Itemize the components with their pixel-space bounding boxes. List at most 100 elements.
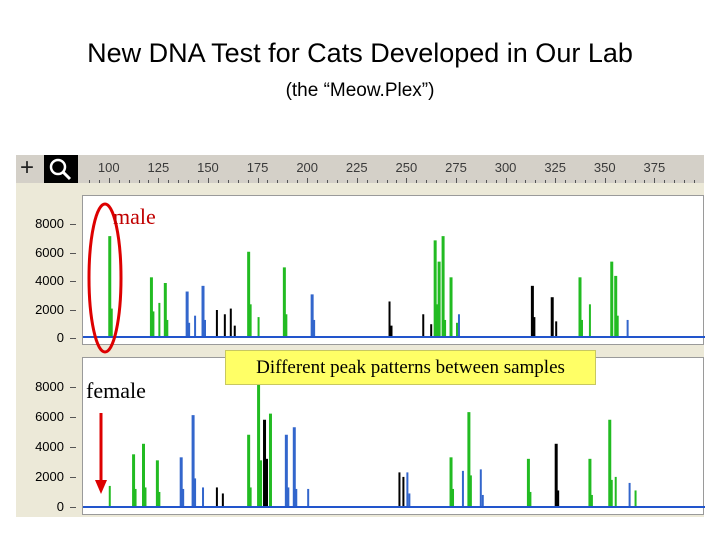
trace-plot (83, 376, 705, 508)
magnifier-icon[interactable] (44, 155, 78, 183)
ruler-label: 275 (445, 160, 467, 175)
ruler-tick (336, 180, 338, 183)
ruler-tick (614, 180, 616, 183)
ruler-tick (535, 180, 537, 183)
y-tick-label: 0 (56, 330, 64, 345)
ruler-label: 175 (246, 160, 269, 175)
y-axis-male: 8000 6000 4000 2000 0 (16, 195, 78, 345)
callout-box: Different peak patterns between samples (225, 350, 596, 385)
ruler-tick (207, 178, 209, 183)
y-axis-female: 8000 6000 4000 2000 0 (16, 359, 78, 514)
ruler-tick (644, 180, 646, 183)
ruler-tick (247, 180, 249, 183)
female-arrow-head (95, 480, 107, 494)
ruler-tick (277, 180, 279, 183)
ruler-tick (694, 180, 696, 183)
ruler-tick (327, 180, 329, 183)
trace-plot (83, 236, 705, 338)
ruler-tick (366, 180, 368, 183)
ruler-tick (396, 180, 398, 183)
male-peak-ellipse (87, 202, 123, 354)
y-tick-label: 6000 (35, 244, 64, 260)
ruler-tick (376, 180, 378, 183)
ruler-tick (455, 178, 457, 183)
ruler-tick (227, 180, 229, 183)
y-tick-mark (70, 386, 76, 388)
ruler-tick (158, 178, 160, 183)
ruler-label: 150 (197, 160, 219, 175)
ruler-tick (307, 178, 309, 183)
ruler-tick (674, 180, 676, 183)
ruler-label: 225 (345, 160, 368, 175)
ruler-tick (386, 180, 388, 183)
zoom-in-icon[interactable]: + (20, 154, 35, 181)
ruler-tick (317, 180, 319, 183)
ruler-tick (98, 180, 100, 183)
ruler-label: 375 (643, 160, 666, 175)
y-tick-mark (70, 476, 76, 478)
y-tick-label: 2000 (35, 301, 64, 317)
ruler-label: 250 (395, 160, 418, 175)
female-label: female (86, 378, 146, 403)
y-tick-mark (70, 224, 76, 226)
y-tick-label: 2000 (35, 468, 64, 484)
ruler-tick (237, 180, 239, 183)
ruler-tick (575, 180, 577, 183)
ruler-tick (684, 180, 686, 183)
y-tick-mark (70, 338, 76, 339)
ruler-tick (198, 180, 200, 183)
ruler-tick (525, 180, 527, 183)
ruler-tick (287, 180, 289, 183)
slide-subtitle: (the “Meow.Plex”) (285, 80, 435, 101)
ruler-tick (108, 178, 110, 183)
y-tick-mark (70, 507, 76, 508)
ruler-tick (436, 180, 438, 183)
ruler-tick (515, 180, 517, 183)
ruler-tick (88, 180, 90, 183)
ruler-tick (565, 180, 567, 183)
ruler-tick (416, 180, 418, 183)
ruler-tick (148, 180, 150, 183)
ruler-label: 125 (147, 160, 170, 175)
ruler-tick (356, 178, 358, 183)
ruler-tick (257, 178, 259, 183)
y-tick-label: 6000 (35, 408, 64, 424)
y-tick-label: 4000 (35, 438, 64, 454)
ruler-tick (406, 178, 408, 183)
y-tick-mark (70, 281, 76, 283)
ruler-tick (545, 180, 547, 183)
ruler-tick (465, 180, 467, 183)
y-tick-mark (70, 252, 76, 254)
ruler-tick (346, 180, 348, 183)
ruler-tick (475, 180, 477, 183)
ruler-tick (485, 180, 487, 183)
y-tick-label: 8000 (35, 216, 64, 232)
y-tick-label: 0 (56, 499, 64, 514)
y-tick-mark (70, 416, 76, 418)
ruler-tick (664, 180, 666, 183)
ruler-label: 325 (544, 160, 567, 175)
ruler-tick (118, 180, 120, 183)
ruler-tick (604, 178, 606, 183)
ruler-tick (267, 180, 269, 183)
ruler-tick (188, 180, 190, 183)
ruler-tick (634, 180, 636, 183)
ruler-tick (624, 180, 626, 183)
ruler-tick (555, 178, 557, 183)
ruler-tick (178, 180, 180, 183)
y-tick-mark (70, 309, 76, 311)
ruler-tick (426, 180, 428, 183)
y-tick-label: 8000 (35, 378, 64, 394)
trace-panel-male (82, 195, 705, 345)
ruler-tick (654, 178, 656, 183)
ruler-tick (138, 180, 140, 183)
y-tick-mark (70, 446, 76, 448)
ruler-label: 200 (296, 160, 319, 175)
ruler-tick (594, 180, 596, 183)
ruler-tick (128, 180, 130, 183)
ruler-tick (446, 180, 448, 183)
ruler-label: 300 (494, 160, 517, 175)
size-ruler: 100 125 150 175 200 225 250 275 300 325 350 375 (79, 155, 704, 183)
ruler-label: 100 (97, 160, 120, 175)
ruler-tick (217, 180, 219, 183)
